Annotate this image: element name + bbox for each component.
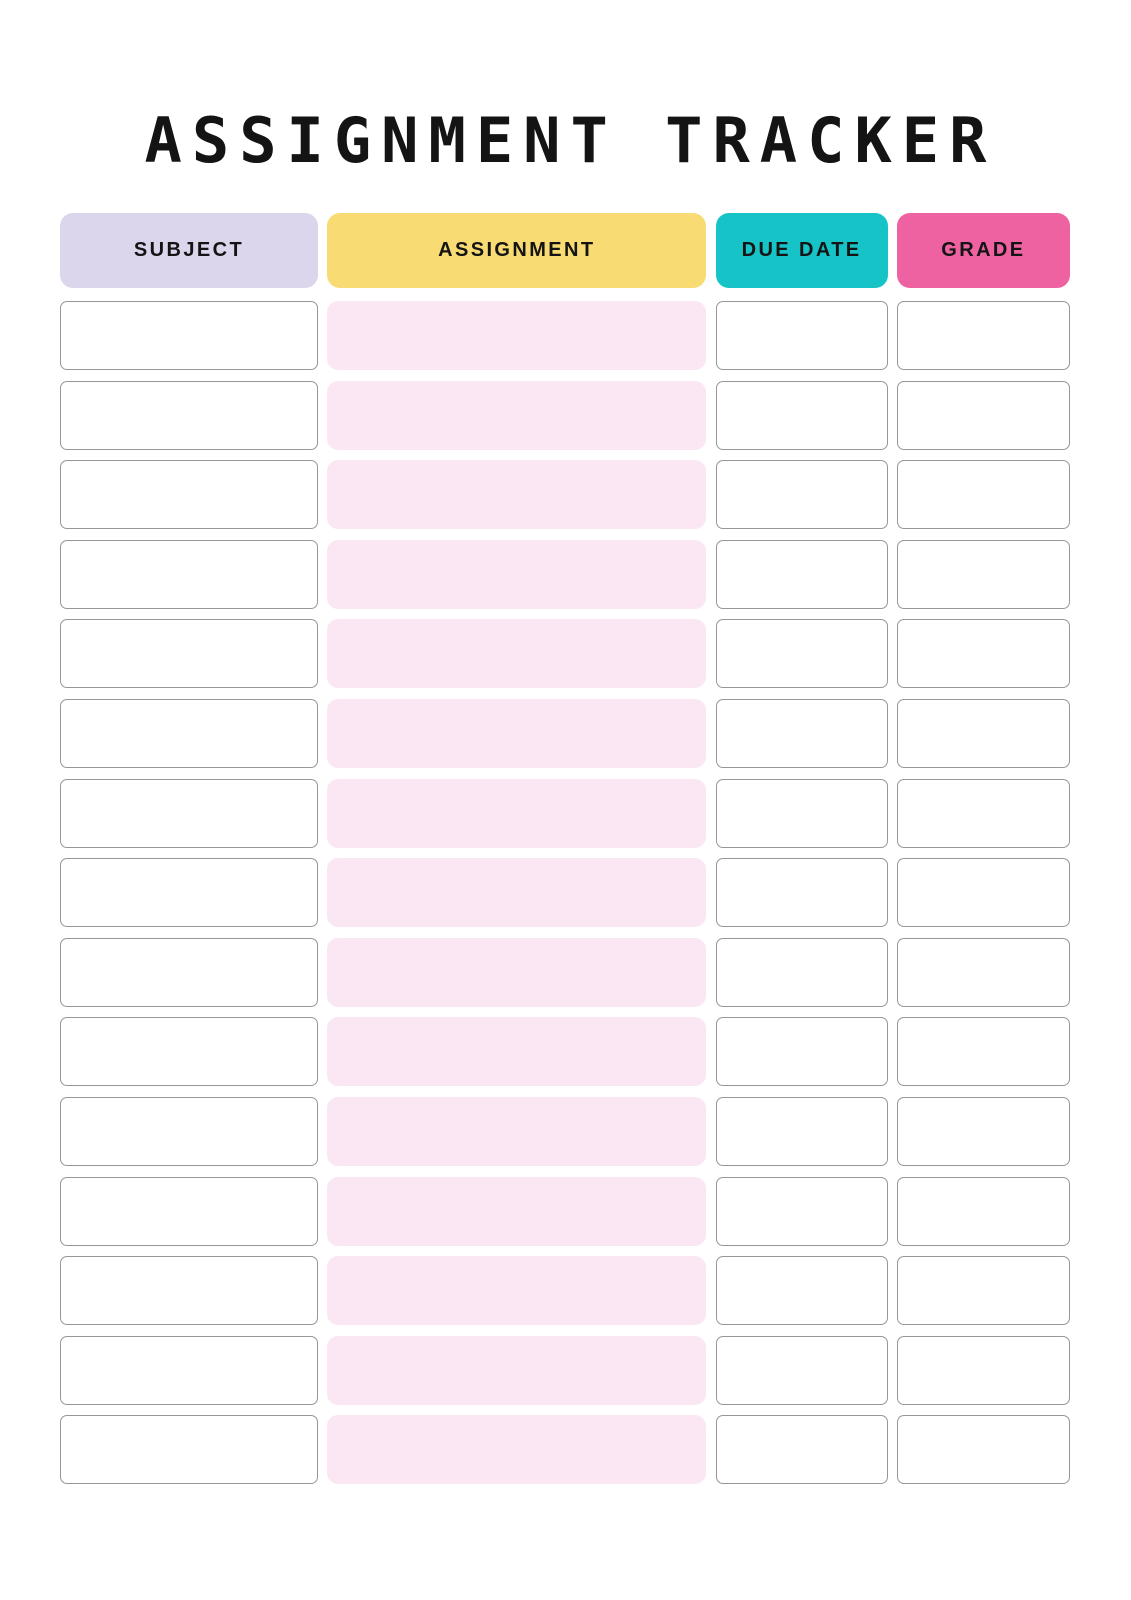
table-row <box>60 380 1070 450</box>
assignment-cell[interactable] <box>327 1335 707 1405</box>
grade-cell[interactable] <box>896 539 1070 609</box>
due-date-cell[interactable] <box>715 1017 888 1087</box>
subject-cell[interactable] <box>60 301 318 370</box>
subject-cell[interactable] <box>60 1415 318 1485</box>
grade-cell[interactable] <box>896 380 1070 450</box>
table-row <box>60 937 1070 1007</box>
subject-cell[interactable] <box>60 539 318 609</box>
grade-cell[interactable] <box>896 1096 1070 1166</box>
subject-cell[interactable] <box>60 619 318 689</box>
assignment-cell[interactable] <box>327 1176 707 1246</box>
table-row <box>60 539 1070 609</box>
assignment-cell[interactable] <box>327 301 707 370</box>
assignment-cell[interactable] <box>327 539 707 609</box>
table-row <box>60 460 1070 530</box>
subject-cell[interactable] <box>60 858 318 928</box>
subject-cell[interactable] <box>60 1176 318 1246</box>
page-title: ASSIGNMENT TRACKER <box>144 104 997 177</box>
due-date-cell[interactable] <box>715 619 888 689</box>
grade-cell[interactable] <box>896 1335 1070 1405</box>
assignment-cell[interactable] <box>327 1017 707 1087</box>
due-date-cell[interactable] <box>715 1256 888 1326</box>
table-row <box>60 1176 1070 1246</box>
assignment-cell[interactable] <box>327 937 707 1007</box>
subject-cell[interactable] <box>60 380 318 450</box>
grade-cell[interactable] <box>896 1415 1070 1485</box>
column-header-subject: SUBJECT <box>60 213 318 288</box>
table-row <box>60 1415 1070 1485</box>
assignment-cell[interactable] <box>327 778 707 848</box>
subject-cell[interactable] <box>60 778 318 848</box>
due-date-cell[interactable] <box>715 937 888 1007</box>
subject-cell[interactable] <box>60 1096 318 1166</box>
table-row <box>60 698 1070 768</box>
assignment-cell[interactable] <box>327 858 707 928</box>
table-row <box>60 1335 1070 1405</box>
due-date-cell[interactable] <box>715 1335 888 1405</box>
table-row <box>60 778 1070 848</box>
grade-cell[interactable] <box>896 301 1070 370</box>
due-date-cell[interactable] <box>715 698 888 768</box>
table-row <box>60 1096 1070 1166</box>
column-header-grade: GRADE <box>896 213 1070 288</box>
due-date-cell[interactable] <box>715 778 888 848</box>
table-header-row: SUBJECT ASSIGNMENT DUE DATE GRADE <box>60 213 1070 288</box>
assignment-cell[interactable] <box>327 1096 707 1166</box>
due-date-cell[interactable] <box>715 380 888 450</box>
assignment-cell[interactable] <box>327 380 707 450</box>
table-row <box>60 619 1070 689</box>
subject-cell[interactable] <box>60 937 318 1007</box>
due-date-cell[interactable] <box>715 460 888 530</box>
table-row <box>60 1256 1070 1326</box>
grade-cell[interactable] <box>896 858 1070 928</box>
grade-cell[interactable] <box>896 1017 1070 1087</box>
subject-cell[interactable] <box>60 1017 318 1087</box>
table-row <box>60 301 1070 370</box>
assignment-cell[interactable] <box>327 1256 707 1326</box>
grade-cell[interactable] <box>896 778 1070 848</box>
assignment-cell[interactable] <box>327 698 707 768</box>
due-date-cell[interactable] <box>715 1176 888 1246</box>
assignment-cell[interactable] <box>327 460 707 530</box>
subject-cell[interactable] <box>60 698 318 768</box>
column-header-assignment: ASSIGNMENT <box>327 213 707 288</box>
grade-cell[interactable] <box>896 1176 1070 1246</box>
subject-cell[interactable] <box>60 1335 318 1405</box>
grade-cell[interactable] <box>896 1256 1070 1326</box>
column-header-due-date: DUE DATE <box>715 213 888 288</box>
table-body <box>60 301 1070 1485</box>
grade-cell[interactable] <box>896 460 1070 530</box>
due-date-cell[interactable] <box>715 1415 888 1485</box>
table-row <box>60 858 1070 928</box>
table-row <box>60 1017 1070 1087</box>
due-date-cell[interactable] <box>715 1096 888 1166</box>
due-date-cell[interactable] <box>715 858 888 928</box>
due-date-cell[interactable] <box>715 539 888 609</box>
grade-cell[interactable] <box>896 937 1070 1007</box>
assignment-cell[interactable] <box>327 1415 707 1485</box>
grade-cell[interactable] <box>896 619 1070 689</box>
due-date-cell[interactable] <box>715 301 888 370</box>
subject-cell[interactable] <box>60 1256 318 1326</box>
grade-cell[interactable] <box>896 698 1070 768</box>
subject-cell[interactable] <box>60 460 318 530</box>
assignment-cell[interactable] <box>327 619 707 689</box>
